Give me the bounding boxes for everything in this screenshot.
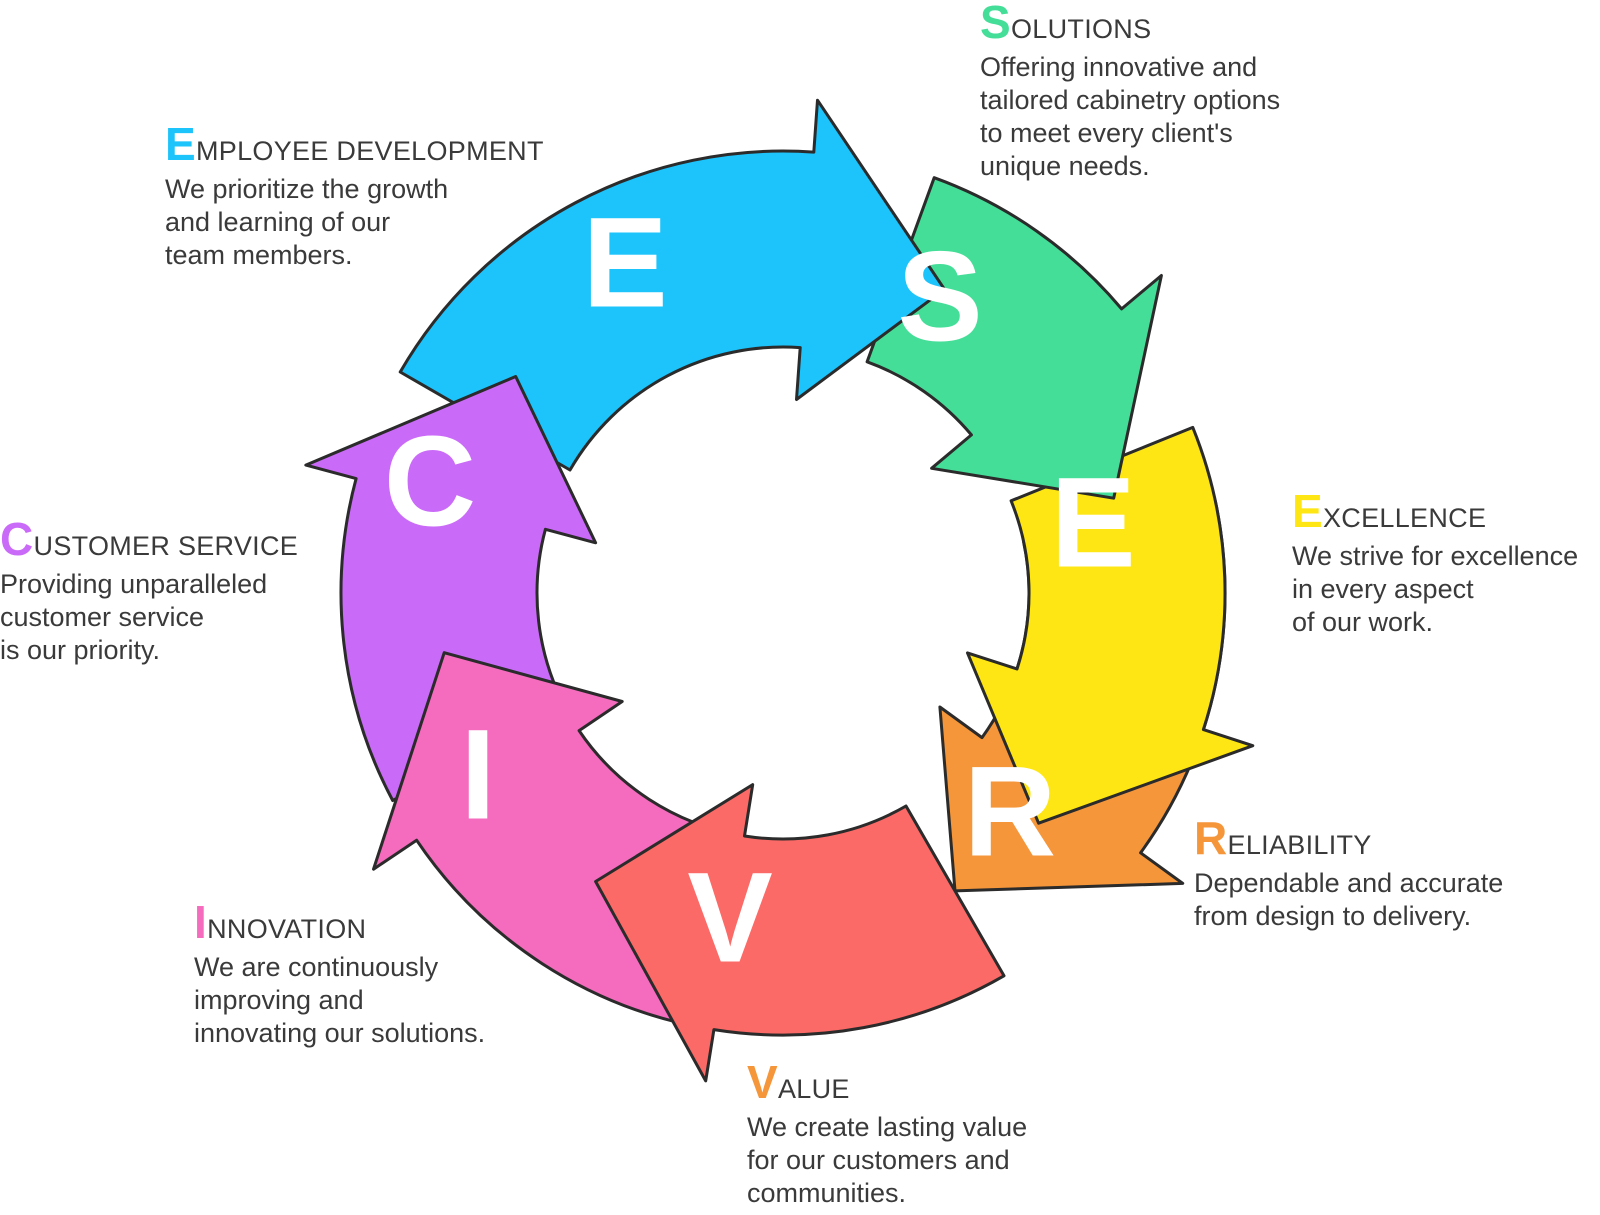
reliability-heading-rest: ELIABILITY — [1227, 830, 1372, 860]
customer-service-heading-rest: USTOMER SERVICE — [33, 531, 299, 561]
employee-development-initial: E — [165, 118, 196, 170]
innovation-heading: INNOVATION — [194, 899, 485, 945]
value-segment-letter: V — [687, 847, 772, 990]
reliability-description: Dependable and accurate from design to d… — [1194, 867, 1503, 933]
excellence-item: EXCELLENCE We strive for excellence in e… — [1292, 488, 1578, 639]
value-item: VALUE We create lasting value for our cu… — [747, 1059, 1027, 1210]
solutions-description: Offering innovative and tailored cabinet… — [980, 51, 1280, 183]
solutions-desc-line: tailored cabinetry options — [980, 85, 1281, 115]
innovation-desc-line: We are continuously — [194, 952, 439, 982]
customer-segment-letter: C — [384, 411, 476, 554]
value-heading-rest: ALUE — [777, 1074, 850, 1104]
excellence-arrow — [966, 425, 1255, 825]
reliability-segment-letter: R — [964, 741, 1056, 884]
customer-service-heading: CUSTOMER SERVICE — [0, 516, 299, 562]
employee-development-description: We prioritize the growth and learning of… — [165, 173, 544, 272]
employee-development-desc-line: team members. — [165, 240, 353, 270]
excellence-description: We strive for excellence in every aspect… — [1292, 540, 1578, 639]
customer-service-desc-line: is our priority. — [0, 635, 161, 665]
excellence-desc-line: of our work. — [1292, 607, 1434, 637]
employee-development-item: EMPLOYEE DEVELOPMENT We prioritize the g… — [165, 121, 544, 272]
solutions-initial: S — [980, 0, 1011, 48]
innovation-description: We are continuously improving and innova… — [194, 951, 485, 1050]
innovation-desc-line: innovating our solutions. — [194, 1018, 486, 1048]
innovation-item: INNOVATION We are continuously improving… — [194, 899, 485, 1050]
excellence-desc-line: in every aspect — [1292, 574, 1474, 604]
reliability-desc-line: from design to delivery. — [1194, 901, 1472, 931]
solutions-heading-rest: OLUTIONS — [1010, 14, 1152, 44]
customer-service-description: Providing unparalleled customer service … — [0, 568, 298, 667]
solutions-heading: SOLUTIONS — [980, 0, 1280, 45]
employee-development-desc-line: We prioritize the growth — [165, 174, 449, 204]
solutions-arrow — [865, 176, 1163, 500]
employee-development-desc-line: and learning of our — [165, 207, 391, 237]
reliability-item: RELIABILITY Dependable and accurate from… — [1194, 815, 1503, 933]
reliability-desc-line: Dependable and accurate — [1194, 868, 1504, 898]
employee-development-heading: EMPLOYEE DEVELOPMENT — [165, 121, 544, 167]
employee-segment-letter: E — [582, 192, 667, 335]
solutions-desc-line: unique needs. — [980, 151, 1150, 181]
value-description: We create lasting value for our customer… — [747, 1111, 1027, 1210]
excellence-initial: E — [1292, 485, 1323, 537]
excellence-desc-line: We strive for excellence — [1292, 541, 1579, 571]
value-initial: V — [747, 1056, 778, 1108]
excellence-heading-rest: XCELLENCE — [1322, 503, 1487, 533]
solutions-segment-letter: S — [897, 226, 982, 369]
value-desc-line: We create lasting value — [747, 1112, 1028, 1142]
excellence-heading: EXCELLENCE — [1292, 488, 1578, 534]
customer-service-desc-line: Providing unparalleled — [0, 569, 268, 599]
employee-arrow — [398, 98, 946, 472]
innovation-segment-letter: I — [460, 704, 496, 847]
customer-service-item: CUSTOMER SERVICE Providing unparalleled … — [0, 516, 299, 667]
solutions-desc-line: Offering innovative and — [980, 52, 1258, 82]
value-desc-line: communities. — [747, 1178, 907, 1208]
reliability-initial: R — [1194, 812, 1228, 864]
value-arrow — [594, 783, 1006, 1083]
solutions-item: SOLUTIONS Offering innovative and tailor… — [980, 0, 1280, 183]
value-heading: VALUE — [747, 1059, 1027, 1105]
reliability-heading: RELIABILITY — [1194, 815, 1503, 861]
customer-service-desc-line: customer service — [0, 602, 205, 632]
customer-service-initial: C — [0, 513, 34, 565]
innovation-initial: I — [194, 896, 208, 948]
solutions-desc-line: to meet every client's — [980, 118, 1233, 148]
employee-development-heading-rest: MPLOYEE DEVELOPMENT — [195, 136, 544, 166]
innovation-heading-rest: NNOVATION — [207, 914, 367, 944]
innovation-desc-line: improving and — [194, 985, 364, 1015]
excellence-segment-letter: E — [1050, 452, 1135, 595]
value-desc-line: for our customers and — [747, 1145, 1010, 1175]
